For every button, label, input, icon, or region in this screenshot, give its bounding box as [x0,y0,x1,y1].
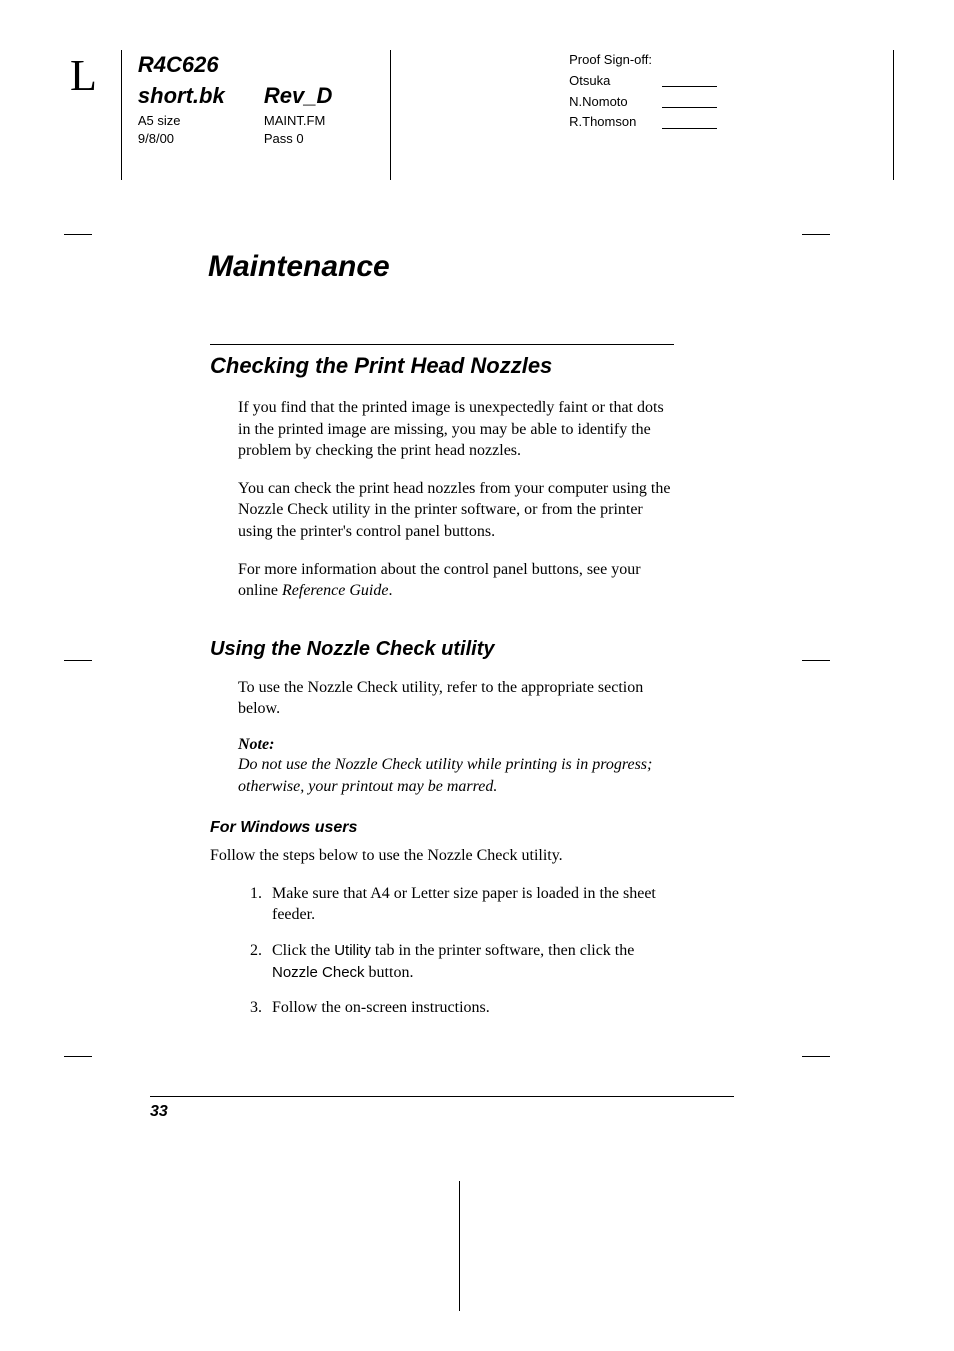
signoff-title: Proof Sign-off: [569,50,652,71]
signature-line [662,96,717,108]
crop-mark [64,1056,92,1057]
crop-mark [802,1056,830,1057]
step-item: Click the Utility tab in the printer sof… [266,940,674,983]
crop-mark [64,660,92,661]
text: . [388,582,392,599]
doc-code: R4C626 [138,50,248,81]
doc-rev: Rev_D [264,81,374,112]
page-number: 33 [150,1103,168,1120]
page: L R4C626 short.bk A5 size 9/8/00 Rev_D M… [0,0,954,1351]
ui-term: Utility [334,942,371,959]
header-divider [893,50,894,180]
header: L R4C626 short.bk A5 size 9/8/00 Rev_D M… [70,50,894,180]
text: Click the [272,942,334,959]
footer: 33 [150,1096,734,1121]
text: tab in the printer software, then click … [371,942,634,959]
step-list: Make sure that A4 or Letter size paper i… [238,883,674,1019]
heading-4: For Windows users [210,819,674,837]
crop-mark [802,234,830,235]
signoff-name: Otsuka [569,71,652,92]
signoff-name: R.Thomson [569,112,652,133]
heading-3: Using the Nozzle Check utility [210,638,674,661]
paragraph: Follow the steps below to use the Nozzle… [210,845,674,867]
header-divider [121,50,122,180]
signature-line [662,117,717,129]
crop-mark [802,660,830,661]
page-side-letter: L [70,50,105,98]
header-col-1: R4C626 short.bk A5 size 9/8/00 [138,50,248,178]
header-divider [390,50,391,180]
crop-mark [64,234,92,235]
chapter-title: Maintenance [208,250,674,284]
doc-source: MAINT.FM [264,112,374,130]
reference-title: Reference Guide [282,582,388,599]
paragraph: You can check the print head nozzles fro… [238,478,674,543]
text: button. [365,964,414,981]
paragraph: If you find that the printed image is un… [238,397,674,462]
doc-date: 9/8/00 [138,130,248,148]
header-col-2: Rev_D MAINT.FM Pass 0 [264,50,374,178]
signature-line [662,75,717,87]
doc-size: A5 size [138,112,248,130]
ui-term: Nozzle Check [272,964,365,981]
signoff-block: Proof Sign-off: Otsuka N.Nomoto R.Thomso… [569,50,857,133]
doc-pass: Pass 0 [264,130,374,148]
step-item: Make sure that A4 or Letter size paper i… [266,883,674,926]
note-body: Do not use the Nozzle Check utility whil… [238,754,674,797]
heading-2: Checking the Print Head Nozzles [210,344,674,379]
paragraph: For more information about the control p… [238,559,674,602]
paragraph: To use the Nozzle Check utility, refer t… [238,677,674,720]
note-heading: Note: [238,736,674,754]
bottom-divider [459,1181,460,1311]
step-item: Follow the on-screen instructions. [266,997,674,1019]
doc-file: short.bk [138,81,248,112]
content: Maintenance Checking the Print Head Nozz… [210,250,674,1019]
signoff-name: N.Nomoto [569,92,652,113]
